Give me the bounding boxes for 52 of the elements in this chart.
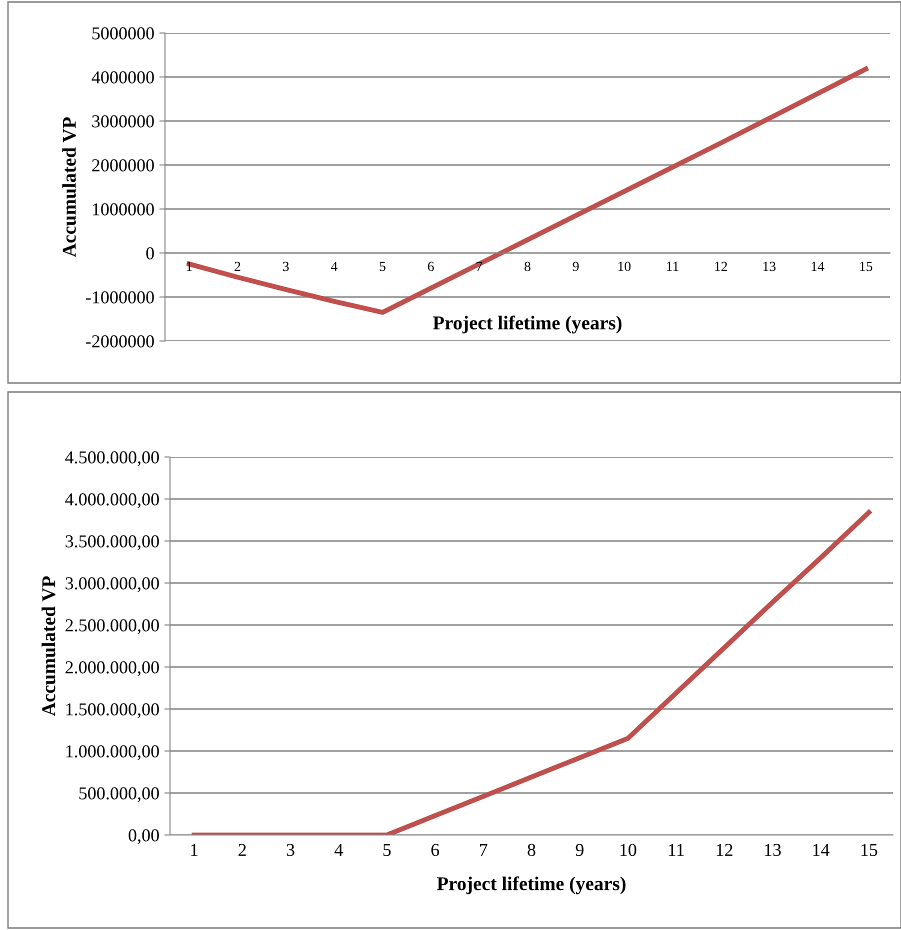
x-tick-label: 15 [860,262,872,272]
x-tick-label: 15 [861,844,878,856]
x-tick-label: 10 [618,262,631,272]
x-tick-label: 1 [186,262,192,271]
y-tick-label: 0,00 [128,829,159,844]
x-tick-label: 3 [286,844,294,856]
x-tick-label: 14 [812,262,824,271]
x-tick-label: 8 [524,262,530,272]
y-tick-label: 4.500.000,00 [65,451,159,466]
y-tick-label: 3.000.000,00 [66,577,159,592]
y-tick-label: 3000000 [92,115,154,128]
y-axis-title: Accumulated VP [62,117,76,258]
x-tick-label: 5 [380,262,386,272]
x-tick-label: 4 [330,262,338,271]
y-tick-label: 500.000,00 [79,787,159,802]
y-tick-label: 0 [146,247,154,260]
x-tick-label: 2 [234,262,240,271]
y-tick-label: 4000000 [92,71,154,84]
x-tick-label: 13 [763,262,776,272]
line-series [192,510,872,835]
y-tick-label: 3.500.000,00 [66,535,159,550]
y-tick-label: 2.500.000,00 [66,619,159,634]
y-tick-label: -2000000 [86,335,154,348]
x-tick-label: 10 [620,844,636,856]
x-tick-label: 11 [667,262,678,271]
y-tick-label: 4.000.000,00 [65,493,159,508]
x-tick-label: 13 [765,844,781,856]
x-tick-label: 6 [431,844,440,856]
x-tick-label: 5 [383,844,391,856]
x-tick-label: 12 [715,262,728,271]
x-tick-label: 11 [669,844,684,856]
x-axis-title: Project lifetime (years) [433,316,622,334]
x-tick-label: 6 [428,262,434,272]
y-tick-label: 2000000 [92,159,154,172]
y-tick-label: 1.000.000,00 [66,745,159,760]
y-tick-label: 2.000.000,00 [66,661,159,676]
y-tick-label: 1000000 [92,203,154,216]
x-tick-label: 7 [480,844,488,856]
x-tick-label: 2 [238,844,246,856]
y-tick-label: 5000000 [92,27,154,40]
y-tick-label: -1000000 [86,291,154,304]
y-axis-title: Accumulated VP [42,576,56,716]
x-tick-label: 9 [576,844,584,856]
x-tick-label: 8 [528,844,536,856]
x-tick-label: 12 [716,844,732,856]
x-tick-label: 1 [191,844,198,856]
x-tick-label: 3 [283,262,289,272]
x-tick-label: 4 [334,844,343,856]
y-tick-label: 1.500.000,00 [66,703,159,718]
x-tick-label: 9 [572,262,579,272]
x-tick-label: 14 [813,844,830,856]
x-axis-title: Project lifetime (years) [437,876,626,894]
